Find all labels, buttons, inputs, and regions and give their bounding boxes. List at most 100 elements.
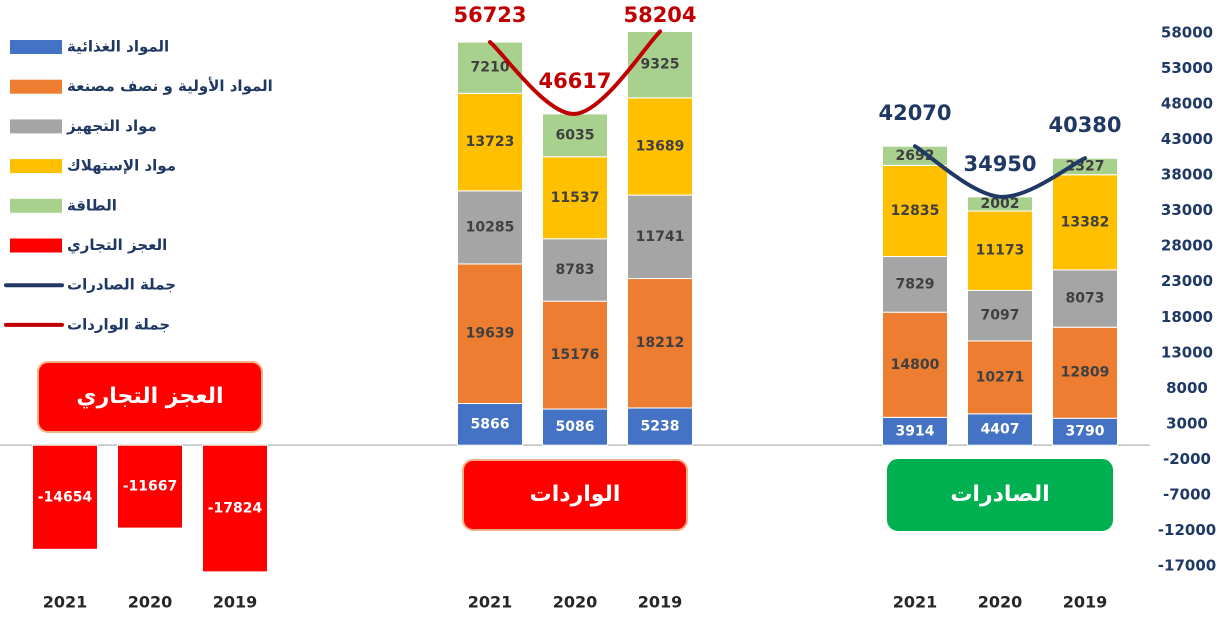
bar-segment	[627, 194, 693, 280]
y-tick-label: 53000	[1161, 59, 1213, 77]
total-line	[913, 144, 1087, 199]
y-tick-label: 23000	[1161, 272, 1213, 290]
y-tick-label: 8000	[1166, 379, 1208, 397]
group-label: العجز التجاري	[76, 384, 223, 409]
total-label: 58204	[623, 3, 696, 27]
bar-segment	[542, 113, 608, 158]
bar-segment	[542, 238, 608, 302]
legend-swatch	[10, 238, 62, 253]
y-tick-label: 3000	[1166, 414, 1208, 432]
bar-segment	[627, 97, 693, 196]
y-tick-label: 43000	[1161, 130, 1213, 148]
data-label: 6035	[556, 127, 595, 143]
bar-segment	[967, 413, 1033, 446]
data-label: 11741	[636, 229, 685, 245]
bar-segment	[882, 311, 948, 418]
legend-swatch	[10, 119, 62, 134]
bar-segment	[967, 289, 1033, 342]
legend-label: مواد التجهيز	[66, 117, 157, 135]
x-tick-label: 2021	[468, 593, 513, 612]
total-label: 42070	[878, 101, 951, 125]
data-label: 8073	[1066, 291, 1105, 307]
data-label: 11537	[551, 190, 600, 206]
data-label: 19639	[466, 326, 515, 342]
data-label: 12835	[891, 203, 940, 219]
legend-label: العجز التجاري	[67, 236, 167, 255]
bar-segment	[1052, 174, 1118, 271]
data-label: 13723	[466, 134, 515, 150]
data-label: 15176	[551, 347, 600, 363]
legend-label: المواد الغذائية	[67, 38, 169, 56]
bar-segment	[457, 190, 523, 265]
x-tick-label: 2019	[1063, 593, 1108, 612]
legend-label: جملة الصادرات	[67, 276, 176, 294]
data-label: 5086	[556, 419, 595, 435]
bar-segment	[202, 444, 268, 573]
legend-label: الطاقة	[67, 196, 117, 214]
data-label: 12809	[1061, 365, 1110, 381]
y-tick-label: 18000	[1161, 308, 1213, 326]
bar-segment	[457, 92, 523, 192]
bar-segment	[627, 278, 693, 409]
x-tick-label: 2021	[893, 593, 938, 612]
y-tick-label: 28000	[1161, 237, 1213, 255]
total-label: 56723	[453, 3, 526, 27]
bar-segment	[882, 164, 948, 258]
data-label: 18212	[636, 335, 685, 351]
bar-segment	[457, 263, 523, 404]
y-tick-label: -17000	[1158, 557, 1216, 575]
x-tick-label: 2020	[553, 593, 598, 612]
bar-segment	[542, 156, 608, 240]
bar-segment	[967, 340, 1033, 415]
x-tick-label: 2020	[128, 593, 173, 612]
data-label: 3790	[1066, 424, 1105, 440]
data-label: 5238	[641, 419, 680, 435]
legend-label: جملة الواردات	[67, 315, 170, 333]
legend-label: المواد الأولية و نصف مصنعة	[67, 77, 273, 95]
bar-segment	[882, 416, 948, 446]
legend-swatch	[10, 159, 62, 174]
data-label: 4407	[981, 422, 1020, 438]
bar-segment	[542, 408, 608, 446]
data-label: 7097	[981, 308, 1020, 324]
x-tick-label: 2019	[638, 593, 683, 612]
group-label: الصادرات	[950, 482, 1049, 507]
y-tick-label: 38000	[1161, 166, 1213, 184]
bar-segment	[967, 210, 1033, 291]
data-label: 13382	[1061, 214, 1110, 230]
data-label: 11173	[976, 243, 1025, 259]
total-line	[488, 29, 662, 116]
legend-swatch	[10, 79, 62, 94]
data-label: 5866	[471, 416, 510, 432]
y-tick-label: 58000	[1161, 24, 1213, 42]
total-label: 40380	[1048, 113, 1121, 137]
legend-swatch	[10, 40, 62, 54]
bar-segment	[627, 31, 693, 99]
legend-label: مواد الإستهلاك	[67, 157, 176, 175]
group-label-box	[37, 361, 263, 433]
group-label-box	[462, 459, 688, 531]
data-label: 10285	[466, 219, 515, 235]
legend-swatch	[10, 198, 62, 213]
bar-segment	[1052, 269, 1118, 328]
bar-segment	[1052, 417, 1118, 446]
data-label: -17824	[208, 501, 263, 517]
group-label-box	[887, 459, 1113, 531]
total-label: 34950	[963, 152, 1036, 176]
data-label: 14800	[891, 357, 940, 373]
total-label: 46617	[538, 69, 611, 93]
data-label: 2002	[981, 196, 1020, 212]
y-tick-label: -12000	[1158, 521, 1216, 539]
x-tick-label: 2020	[978, 593, 1023, 612]
bar-segment	[457, 402, 523, 446]
bar-segment	[32, 444, 98, 550]
data-label: 10271	[976, 369, 1025, 385]
y-tick-label: -7000	[1163, 485, 1211, 503]
data-label: -14654	[38, 489, 93, 505]
y-tick-label: -2000	[1163, 450, 1211, 468]
data-label: -11667	[123, 479, 178, 495]
data-label: 9325	[641, 57, 680, 73]
bar-segment	[117, 444, 183, 529]
data-label: 3914	[896, 423, 935, 439]
